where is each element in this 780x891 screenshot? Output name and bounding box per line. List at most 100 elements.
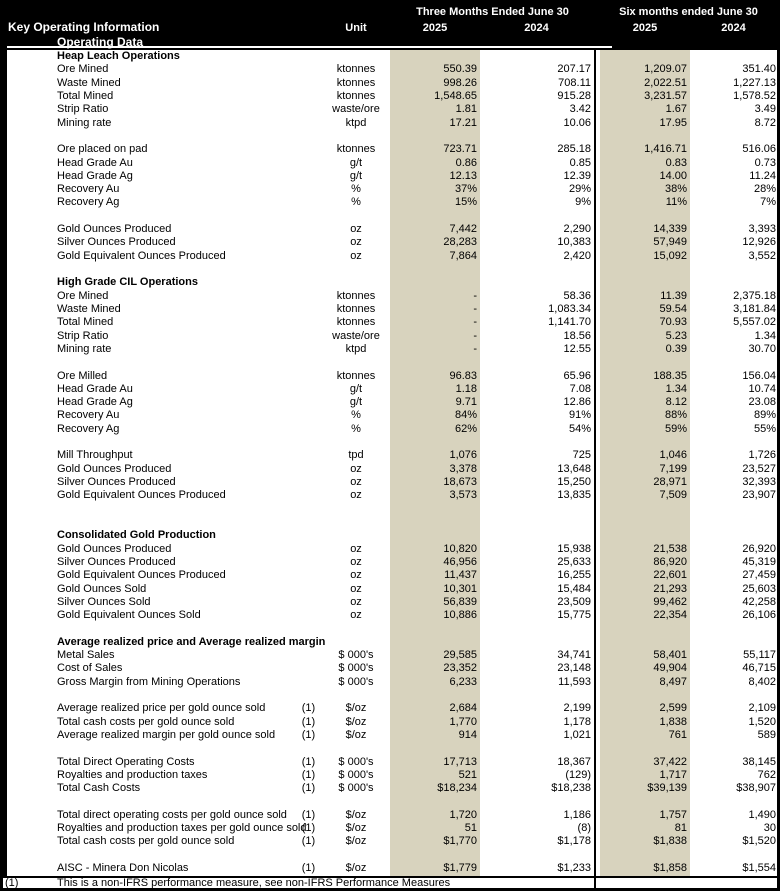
value-q2-2024: 34,741	[557, 649, 591, 662]
row-footnote-ref	[290, 543, 327, 556]
value-h1-2025: 188.35	[653, 369, 687, 382]
value-h1-2024: 28%	[753, 183, 776, 196]
table-row: Royalties and production taxes per gold …	[7, 822, 777, 835]
blank-row	[7, 796, 777, 809]
value-h1-2024: 7%	[760, 196, 776, 209]
value-q2-2025: -	[473, 316, 477, 329]
row-label: Ore Milled	[57, 369, 108, 382]
row-label: Heap Leach Operations	[57, 50, 180, 62]
value-q2-2025: 96.83	[449, 369, 477, 382]
value-h1-2025: 761	[668, 728, 687, 741]
row-label: Royalties and production taxes per gold …	[57, 822, 307, 835]
row-unit: g/t	[349, 396, 363, 409]
table-row: Total Mined ktonnes - 1,141.70 70.93 5,557.02	[7, 316, 777, 329]
row-footnote-ref	[290, 303, 327, 316]
row-footnote-ref: (1)	[301, 768, 316, 781]
row-label: Total direct operating costs per gold ou…	[57, 808, 287, 821]
table-row: Metal Sales $ 000's 29,585 34,741 58,401 55,1…	[7, 649, 777, 662]
value-h1-2025: 70.93	[659, 316, 687, 329]
row-footnote-ref	[290, 90, 327, 103]
value-h1-2024: 55,117	[743, 649, 776, 662]
row-unit: ktonnes	[336, 143, 376, 156]
value-q2-2025: 2,684	[449, 702, 477, 715]
value-h1-2024: 1,227.13	[733, 76, 776, 89]
row-label: Royalties and production taxes	[57, 768, 208, 781]
value-q2-2025: 7,442	[449, 223, 477, 236]
row-unit: ktonnes	[336, 289, 376, 302]
value-q2-2024: 7.08	[569, 382, 591, 395]
value-h1-2024: $1,520	[742, 835, 776, 848]
year-header-q-2025: 2025	[422, 22, 448, 34]
table-row: Recovery Au% 84% 91% 88% 89%	[7, 409, 777, 422]
value-h1-2025: 88%	[664, 409, 687, 422]
row-label: Silver Ounces Produced	[57, 476, 176, 488]
blank-row	[7, 503, 777, 516]
row-label: Silver Ounces Produced	[57, 555, 176, 568]
value-h1-2024: 89%	[753, 409, 776, 422]
section-header-row: Average realized price and Average reali…	[7, 636, 777, 649]
unit-column-header: Unit	[345, 22, 367, 34]
value-h1-2025: 1,757	[659, 808, 687, 821]
row-footnote-ref: (1)	[301, 715, 316, 728]
row-label: Recovery Au	[57, 409, 120, 422]
row-footnote-ref	[290, 143, 327, 156]
footnote-marker: (1)	[5, 877, 19, 889]
row-label: Average realized price per gold ounce so…	[57, 702, 266, 715]
value-q2-2025: 3,378	[449, 462, 477, 475]
footnote-row: (1) This is a non-IFRS performance measu…	[3, 877, 777, 889]
value-h1-2025: 22,354	[653, 609, 687, 622]
value-h1-2024: 351.40	[742, 63, 776, 76]
row-unit: $/oz	[345, 715, 367, 728]
row-label: Total Mined	[57, 89, 114, 102]
blank-row	[7, 263, 777, 276]
row-label: Gold Ounces Produced	[57, 223, 172, 236]
row-unit: ktonnes	[336, 369, 376, 382]
page-title: Key Operating Information	[8, 20, 160, 34]
row-label: Ore Mined	[57, 289, 109, 302]
row-unit: oz	[350, 462, 362, 475]
row-footnote-ref	[290, 183, 327, 196]
table-row: Gold Equivalent Ounces Produced oz 3,573 13…	[7, 489, 777, 502]
value-h1-2024: 32,393	[742, 476, 776, 488]
row-footnote-ref	[290, 423, 327, 436]
value-q2-2024: 207.17	[557, 63, 591, 76]
value-h1-2024: 23.08	[748, 396, 776, 409]
value-q2-2025: 723.71	[443, 143, 477, 156]
value-q2-2024	[480, 529, 593, 542]
value-h1-2024: 762	[757, 768, 776, 781]
value-h1-2025: 15,092	[653, 249, 687, 262]
value-h1-2025: 8.12	[665, 396, 687, 409]
value-q2-2024: 13,648	[557, 462, 591, 475]
value-q2-2024: (129)	[565, 768, 591, 781]
value-q2-2025: 9.71	[455, 396, 477, 409]
row-footnote-ref: (1)	[301, 862, 316, 875]
row-footnote-ref	[290, 370, 327, 383]
table-row: Silver Ounces Sold oz 56,839 23,509 99,462 42…	[7, 596, 777, 609]
value-h1-2025: 8,497	[659, 675, 687, 688]
row-label: Ore placed on pad	[57, 143, 148, 156]
value-q2-2025: 7,864	[449, 249, 477, 262]
row-label: Total Direct Operating Costs	[57, 755, 195, 768]
row-label: Recovery Ag	[57, 196, 120, 209]
value-q2-2025: 15%	[454, 196, 477, 209]
row-unit: oz	[350, 476, 362, 488]
value-h1-2024: 3,393	[748, 223, 776, 236]
value-q2-2025: 998.26	[443, 76, 477, 89]
row-footnote-ref	[290, 50, 327, 63]
row-label: Mining rate	[57, 116, 112, 129]
period-divider-line	[594, 50, 596, 888]
value-h1-2025: 1,209.07	[644, 63, 687, 76]
row-label: Consolidated Gold Production	[57, 529, 216, 542]
value-q2-2024: 1,178	[563, 715, 591, 728]
row-footnote-ref	[290, 649, 327, 662]
value-h1-2025	[593, 529, 690, 542]
value-h1-2025: 59%	[664, 422, 687, 435]
row-footnote-ref	[290, 409, 327, 422]
row-footnote-ref	[290, 396, 327, 409]
value-h1-2025: $1,838	[653, 835, 687, 848]
value-h1-2025: 59.54	[659, 302, 687, 315]
table-row: Ore Mined ktonnes 550.39 207.17 1,209.07 351.…	[7, 63, 777, 76]
value-q2-2024: 2,199	[563, 702, 591, 715]
value-q2-2025: 51	[464, 822, 477, 835]
value-h1-2025: 14,339	[653, 223, 687, 236]
